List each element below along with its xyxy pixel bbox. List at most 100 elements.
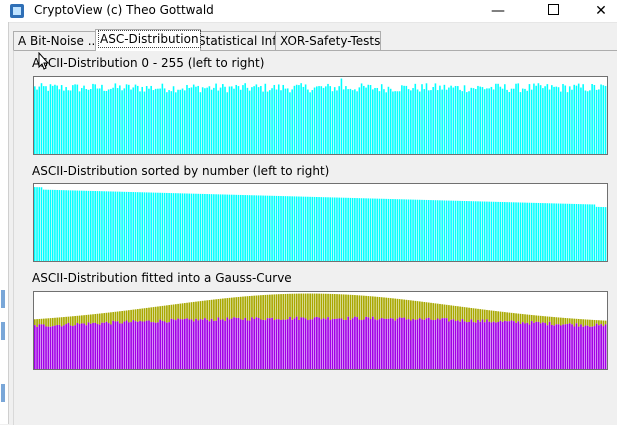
distribution-bar [526, 322, 529, 369]
title-bar: CryptoView (c) Theo Gottwald — ✕ [0, 0, 617, 23]
distribution-bar [42, 324, 45, 369]
bar [443, 200, 446, 261]
bar [461, 200, 464, 261]
bar [172, 86, 175, 154]
bar [293, 196, 296, 261]
distribution-bar [396, 318, 399, 369]
bar [246, 195, 249, 261]
bar [309, 196, 311, 261]
gauss-excess-bar [542, 316, 544, 323]
bar [186, 84, 188, 154]
distribution-bar [441, 318, 444, 369]
bar [74, 190, 76, 261]
bar [273, 195, 276, 261]
distribution-bar [311, 319, 314, 369]
bar [87, 89, 90, 154]
bar [244, 195, 246, 261]
gauss-excess-bar [555, 317, 558, 325]
maximize-button[interactable] [530, 0, 576, 22]
tab-label: Statistical Info [198, 34, 284, 48]
bar [134, 192, 137, 261]
bar [235, 84, 238, 154]
bar [132, 192, 135, 261]
bar [577, 83, 580, 154]
distribution-bar [472, 322, 475, 369]
bar [114, 83, 117, 154]
gauss-excess-bar [324, 293, 327, 320]
bar [327, 83, 329, 154]
gauss-excess-bar [210, 299, 213, 319]
gauss-excess-bar [110, 312, 112, 325]
tab-asc-distribution[interactable]: ASC-Distribution [95, 29, 201, 51]
bar [242, 85, 244, 154]
distribution-bar [242, 319, 244, 369]
distribution-bar [132, 320, 135, 369]
gauss-excess-bar [81, 315, 83, 324]
gauss-excess-bar [242, 296, 244, 320]
bar [564, 85, 567, 154]
bar [302, 86, 305, 154]
gauss-excess-bar [175, 304, 177, 321]
tab-xor-safety-tests[interactable]: XOR-Safety-Tests [275, 31, 381, 50]
bar [136, 192, 139, 261]
tab-bit-noise[interactable]: A Bit-Noise ... [13, 31, 107, 50]
bar [401, 199, 403, 261]
bar [280, 196, 282, 261]
gauss-excess-bar [504, 312, 506, 321]
bar [83, 85, 85, 154]
gauss-excess-bar [553, 317, 555, 326]
bar [465, 201, 468, 261]
bar [237, 86, 240, 154]
distribution-bar [125, 320, 128, 369]
distribution-bar [98, 324, 101, 369]
bar [81, 190, 83, 261]
bar [577, 204, 580, 261]
bar [226, 92, 229, 154]
distribution-bar [461, 319, 464, 369]
distribution-bar [403, 317, 405, 369]
gauss-excess-bar [273, 294, 276, 321]
distribution-bar [36, 326, 38, 369]
distribution-bar [483, 322, 486, 369]
sorted-distribution-label: ASCII-Distribution sorted by number (lef… [32, 164, 330, 178]
gauss-excess-bar [42, 318, 45, 325]
bar [67, 90, 70, 154]
bar [166, 192, 168, 261]
bar [459, 200, 461, 261]
distribution-bar [506, 321, 508, 369]
bar [499, 201, 502, 261]
distribution-bar [358, 319, 361, 369]
close-button[interactable]: ✕ [595, 3, 607, 19]
bar [450, 85, 452, 154]
gauss-excess-bar [566, 318, 569, 325]
bar [322, 197, 325, 261]
gauss-excess-bar [152, 307, 155, 323]
tab-bar: A Bit-Noise ... ASC-Distribution Statist… [13, 29, 617, 51]
distribution-bar [322, 318, 325, 369]
distribution-bar [593, 326, 596, 369]
distribution-bar [575, 323, 578, 369]
bar [289, 92, 291, 154]
bar [329, 86, 332, 154]
distribution-bar [56, 325, 59, 369]
bar [490, 86, 493, 154]
distribution-bar [371, 316, 374, 369]
distribution-bar [136, 321, 139, 369]
bar [474, 201, 477, 261]
bar [199, 92, 202, 154]
minimize-button[interactable]: — [491, 3, 505, 19]
gauss-excess-bar [181, 303, 184, 320]
bar [551, 203, 553, 261]
gauss-excess-bar [92, 314, 94, 323]
gauss-excess-bar [246, 296, 249, 321]
gauss-excess-bar [139, 308, 141, 321]
distribution-bar [555, 324, 558, 369]
gauss-excess-bar [488, 310, 491, 322]
distribution-bar [589, 326, 591, 369]
gauss-excess-bar [309, 293, 311, 320]
bar [378, 91, 381, 154]
tab-statistical-info[interactable]: Statistical Info [193, 31, 284, 50]
bar [418, 199, 421, 261]
gauss-excess-bar [380, 297, 383, 319]
bar [92, 190, 94, 261]
